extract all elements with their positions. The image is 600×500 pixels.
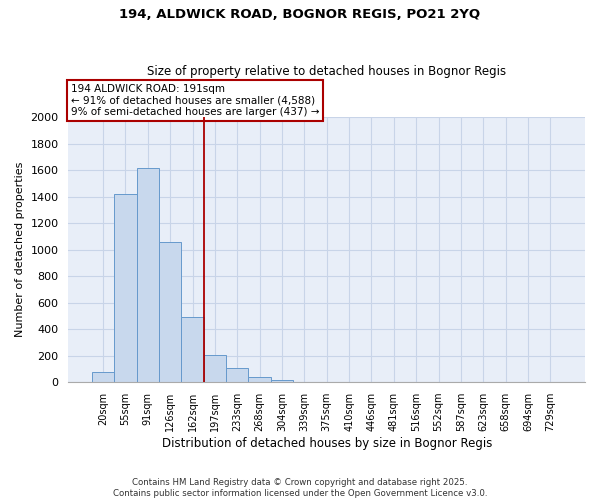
Bar xyxy=(248,377,271,382)
Text: 194, ALDWICK ROAD, BOGNOR REGIS, PO21 2YQ: 194, ALDWICK ROAD, BOGNOR REGIS, PO21 2Y… xyxy=(119,8,481,20)
Bar xyxy=(114,194,137,382)
Text: Contains HM Land Registry data © Crown copyright and database right 2025.
Contai: Contains HM Land Registry data © Crown c… xyxy=(113,478,487,498)
Bar xyxy=(181,318,204,382)
Y-axis label: Number of detached properties: Number of detached properties xyxy=(15,162,25,338)
Bar xyxy=(159,242,181,382)
Bar xyxy=(204,355,226,382)
X-axis label: Distribution of detached houses by size in Bognor Regis: Distribution of detached houses by size … xyxy=(161,437,492,450)
Text: 194 ALDWICK ROAD: 191sqm
← 91% of detached houses are smaller (4,588)
9% of semi: 194 ALDWICK ROAD: 191sqm ← 91% of detach… xyxy=(71,84,319,117)
Bar xyxy=(137,168,159,382)
Bar xyxy=(271,380,293,382)
Bar xyxy=(226,368,248,382)
Bar xyxy=(92,372,114,382)
Title: Size of property relative to detached houses in Bognor Regis: Size of property relative to detached ho… xyxy=(147,66,506,78)
